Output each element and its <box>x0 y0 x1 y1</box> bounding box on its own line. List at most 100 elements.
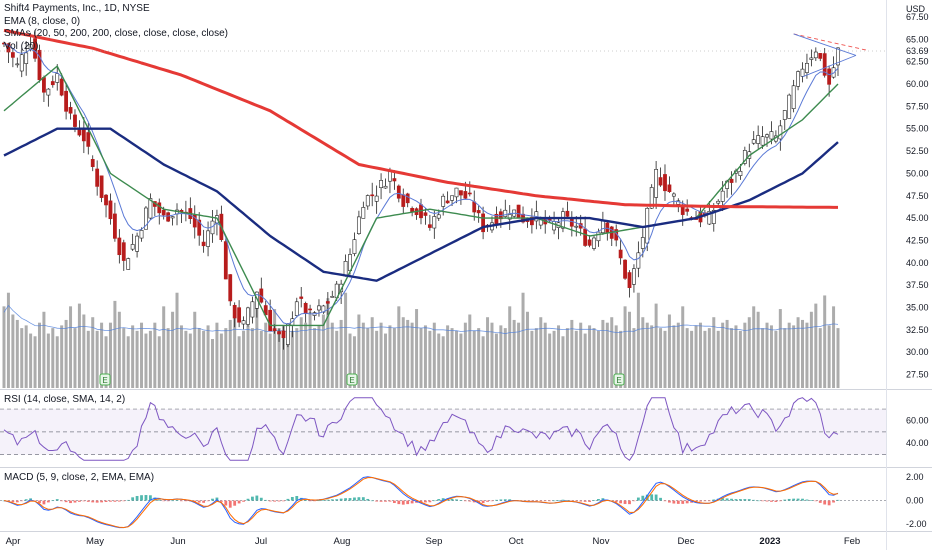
macd-legend[interactable]: MACD (5, 9, close, 2, EMA, EMA) <box>4 472 155 483</box>
macd-histogram-bar <box>162 500 166 502</box>
volume-bar <box>215 322 219 388</box>
price-tick-label: 50.00 <box>906 168 929 178</box>
volume-bar <box>494 333 498 388</box>
candle-body <box>782 110 787 120</box>
macd-histogram-bar <box>193 500 197 503</box>
macd-histogram-bar <box>237 500 241 504</box>
volume-bar <box>437 333 441 388</box>
smas-legend[interactable]: SMAs (20, 50, 200, 200, close, close, cl… <box>4 28 228 39</box>
volume-bar <box>242 330 246 388</box>
macd-histogram-bar <box>69 500 72 504</box>
macd-histogram-bar <box>313 500 316 502</box>
volume-bar <box>534 328 538 388</box>
macd-histogram-bar <box>597 499 600 501</box>
macd-histogram-bar <box>836 499 840 501</box>
macd-histogram-bar <box>42 500 46 505</box>
macd-histogram-bar <box>681 500 685 504</box>
chart-title[interactable]: Shift4 Payments, Inc., 1D, NYSE <box>4 3 150 14</box>
candle-body <box>126 258 131 270</box>
macd-histogram-bar <box>503 499 507 501</box>
macd-histogram-bar <box>570 500 574 502</box>
macd-histogram-bar <box>392 500 396 504</box>
macd-histogram-bar <box>623 500 627 504</box>
volume-bar <box>344 292 348 388</box>
rsi-legend[interactable]: RSI (14, close, SMA, 14, 2) <box>4 394 126 405</box>
volume-bar <box>596 330 600 388</box>
volume-bar <box>295 328 299 388</box>
ema-legend[interactable]: EMA (8, close, 0) <box>4 15 81 27</box>
macd-histogram-bar <box>55 499 59 501</box>
volume-bar <box>601 319 605 388</box>
volume-bar <box>326 298 330 388</box>
macd-histogram-bar <box>64 500 68 503</box>
volume-bar <box>104 336 108 388</box>
price-tick-label: 27.50 <box>906 370 929 380</box>
candle-body <box>108 200 113 220</box>
time-axis-label: May <box>86 536 104 547</box>
macd-histogram-bar <box>561 499 565 501</box>
volume-bar <box>255 298 259 388</box>
candle-body <box>232 304 237 319</box>
macd-histogram-bar <box>756 500 760 502</box>
macd-histogram-bar <box>659 497 662 501</box>
candle-body <box>95 168 100 187</box>
candle-body <box>565 210 570 217</box>
volume-bar <box>801 319 805 388</box>
macd-histogram-bar <box>685 500 689 504</box>
candle-body <box>809 57 814 60</box>
volume-bar <box>805 322 809 388</box>
candle-body <box>99 175 104 198</box>
macd-line <box>3 476 839 529</box>
volume-bar <box>126 336 130 388</box>
pattern-upper-line <box>793 33 867 51</box>
macd-histogram-bar <box>543 500 547 502</box>
candle-body <box>796 71 800 87</box>
volume-bar <box>69 306 73 388</box>
pattern-lower-line <box>802 54 857 78</box>
volume-bar <box>277 328 281 388</box>
volume-bar <box>37 322 41 388</box>
macd-histogram-bar <box>721 498 725 501</box>
macd-histogram-bar <box>109 500 112 502</box>
macd-histogram-bar <box>166 500 170 502</box>
candle-body <box>330 296 335 298</box>
volume-bar <box>166 328 170 388</box>
volume-bar <box>721 322 725 388</box>
macd-histogram-bar <box>632 500 636 502</box>
candle-body <box>388 171 392 182</box>
volume-bar <box>148 330 152 388</box>
candle-body <box>130 244 135 250</box>
volume-bar <box>570 319 574 388</box>
macd-histogram-bar <box>277 500 281 502</box>
volume-bar <box>716 330 720 388</box>
candle-body <box>90 159 95 167</box>
candle-body <box>623 259 627 279</box>
price-tick-label: 67.50 <box>906 12 929 22</box>
vol-legend[interactable]: Vol (20) <box>4 40 39 52</box>
volume-bar <box>55 336 59 388</box>
volume-bar <box>122 328 126 388</box>
candle-body <box>600 220 605 234</box>
volume-bar <box>29 333 33 388</box>
macd-histogram-bar <box>406 500 410 505</box>
volume-bar <box>454 330 458 388</box>
volume-bar <box>60 325 64 388</box>
candle-body <box>356 216 361 234</box>
candle-body <box>583 228 588 246</box>
macd-histogram-bar <box>91 500 95 503</box>
time-axis-label: Oct <box>509 536 524 547</box>
volume-bar <box>179 325 183 388</box>
time-axis-label: Feb <box>844 536 860 547</box>
volume-bar <box>100 322 104 388</box>
macd-tick-label: 0.00 <box>906 496 924 506</box>
price-tick-label: 40.00 <box>906 258 929 268</box>
macd-histogram-bar <box>574 500 578 502</box>
candle-body <box>6 43 11 53</box>
macd-histogram-bar <box>100 500 103 503</box>
candle-body <box>383 185 388 189</box>
macd-histogram-bar <box>357 497 361 501</box>
volume-bar <box>725 319 729 388</box>
volume-bar <box>548 333 552 388</box>
volume-bar <box>144 333 148 388</box>
